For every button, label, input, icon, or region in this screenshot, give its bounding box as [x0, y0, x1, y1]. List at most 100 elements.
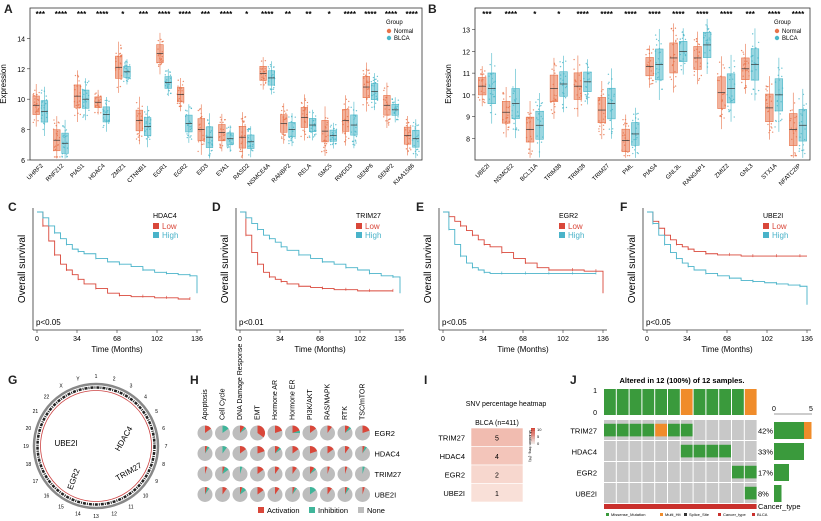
data-point [683, 34, 685, 37]
data-point [660, 43, 662, 45]
data-point [632, 152, 634, 155]
data-point [102, 126, 104, 129]
pie-activation [275, 446, 280, 454]
category-label: TRIM27 [592, 163, 612, 183]
data-point [805, 103, 807, 105]
data-point [609, 119, 611, 122]
data-point [141, 105, 143, 108]
data-point [723, 67, 726, 69]
pie-activation [292, 487, 295, 495]
data-point [78, 107, 80, 109]
chromosome-label: 1 [95, 374, 98, 380]
data-point [793, 102, 796, 104]
data-point [397, 99, 400, 101]
data-point [652, 48, 654, 50]
data-point [489, 104, 492, 107]
data-point [405, 148, 408, 150]
significance-label: **** [768, 10, 781, 19]
panel-letter-b: B [428, 2, 437, 16]
data-point [260, 60, 263, 62]
pathway-label: DNA Damage Response [237, 344, 244, 420]
data-point [203, 140, 205, 143]
legend-swatch [763, 223, 769, 229]
x-tick-label: 102 [354, 336, 366, 343]
x-tick-label: 136 [597, 336, 609, 343]
legend-label: Inhibition [318, 506, 348, 515]
oncoprint-missense [732, 465, 744, 479]
data-point [135, 101, 138, 104]
pie-inhibition [292, 487, 297, 495]
oncoprint-cell [655, 441, 667, 461]
oncoprint-legend-label: Multi_Hit [665, 512, 681, 517]
data-point [273, 87, 275, 89]
data-point [177, 85, 179, 87]
data-point [219, 145, 221, 147]
oncoprint-cell [616, 483, 629, 503]
significance-label: * [533, 10, 537, 19]
data-point [94, 111, 96, 114]
oncoprint-missense [680, 423, 693, 437]
top-bar-missense [732, 389, 744, 415]
data-point [157, 65, 160, 68]
pie-activation [205, 446, 208, 454]
data-point [757, 41, 760, 44]
scale-gradient-step [531, 434, 535, 437]
data-point [116, 86, 118, 89]
data-point [281, 133, 283, 135]
oncoprint-legend-label: Splice_Site [689, 512, 710, 517]
oncoprint-missense [744, 486, 757, 500]
data-point [405, 122, 408, 124]
legend-swatch [386, 28, 392, 34]
data-point [83, 114, 85, 116]
data-point [599, 133, 602, 136]
pie-activation [345, 446, 350, 454]
data-point [742, 53, 745, 55]
data-point [769, 129, 771, 132]
data-point [681, 31, 683, 33]
oncoprint-cell [668, 441, 680, 461]
data-point [186, 133, 188, 135]
data-point [602, 128, 605, 131]
data-point [482, 101, 485, 103]
pie-inhibition [362, 466, 365, 474]
data-point [220, 147, 222, 149]
significance-label: ** [285, 10, 292, 19]
data-point [789, 109, 792, 112]
legend-swatch [358, 507, 364, 513]
data-point [325, 151, 328, 154]
survival-panel-e: Overall survival Time (Months) 0 34 68 102 136… [423, 208, 609, 354]
data-point [752, 88, 755, 91]
category-label: EGR2 [173, 163, 189, 179]
scale-gradient-step [531, 428, 535, 430]
data-point [409, 125, 412, 127]
oncoprint-cell [629, 462, 642, 482]
data-point [608, 128, 611, 130]
data-point [74, 74, 77, 77]
oncoprint-cell [616, 462, 629, 482]
data-point [304, 98, 306, 100]
data-point [53, 156, 56, 158]
data-point [733, 60, 735, 62]
data-point [679, 38, 682, 40]
data-point [576, 107, 578, 110]
data-point [197, 141, 200, 143]
data-point [599, 125, 601, 127]
data-point [585, 96, 588, 98]
category-label: ZMIZ2 [714, 163, 731, 180]
data-point [345, 98, 348, 101]
category-label: RASD2 [233, 163, 252, 182]
data-point [602, 88, 604, 91]
data-point [607, 83, 610, 85]
data-point [352, 143, 354, 146]
data-point [219, 143, 221, 145]
pie-inhibition [240, 466, 243, 474]
category-label: RNF212 [45, 163, 66, 184]
x-tick-label: 68 [316, 336, 324, 343]
data-point [304, 99, 307, 102]
data-point [189, 136, 191, 138]
data-point [770, 126, 772, 128]
top-axis-label: 1 [593, 388, 597, 395]
data-point [564, 97, 567, 99]
data-point [79, 113, 82, 116]
oncoprint-cell [732, 441, 744, 461]
